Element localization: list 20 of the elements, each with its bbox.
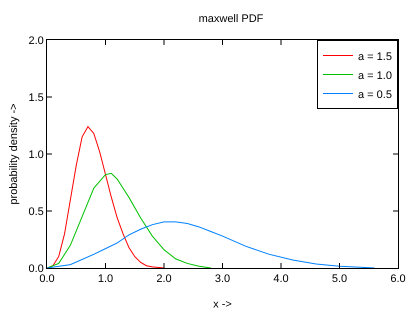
- x-tick-label: 5.0: [332, 273, 348, 286]
- line-series: [47, 172, 212, 268]
- legend-label: a = 0.5: [358, 88, 392, 101]
- x-tick-label: 0.0: [39, 273, 55, 286]
- x-tick-label: 1.0: [98, 273, 114, 286]
- x-tick-label: 3.0: [214, 273, 230, 286]
- x-tick-label: 6.0: [390, 273, 406, 286]
- legend-label: a = 1.5: [358, 50, 392, 63]
- y-tick-label: 0.5: [28, 206, 44, 218]
- y-tick-label: 1.0: [28, 148, 44, 161]
- x-tick-label: 4.0: [273, 273, 289, 286]
- y-tick-label: 0.0: [28, 262, 44, 275]
- x-axis-title: x ->: [213, 298, 232, 310]
- y-tick-label: 1.5: [28, 92, 44, 104]
- chart-title: maxwell PDF: [198, 13, 264, 26]
- y-tick-label: 2.0: [28, 34, 44, 47]
- legend-label: a = 1.0: [358, 70, 392, 82]
- x-tick-label: 2.0: [156, 273, 172, 286]
- line-series: [47, 221, 376, 268]
- y-axis-title: probability density ->: [8, 103, 20, 205]
